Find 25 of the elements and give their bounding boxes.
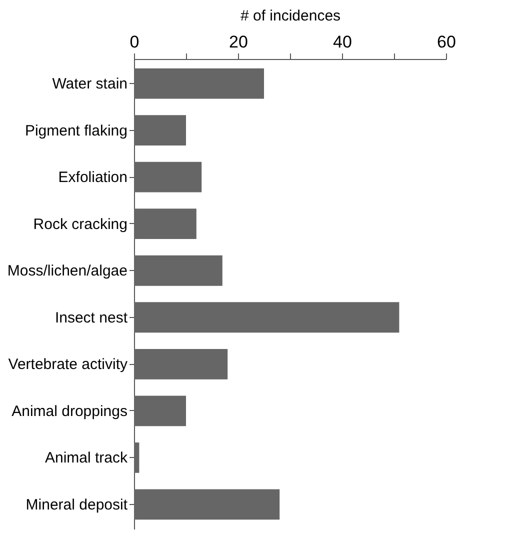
bar — [134, 208, 196, 240]
bar — [134, 302, 400, 333]
x-tick-label: 0 — [130, 32, 140, 52]
bar — [134, 68, 264, 99]
bar — [134, 348, 228, 380]
x-tick-label: 60 — [437, 32, 456, 52]
y-tick-label: Vertebrate activity — [8, 356, 128, 374]
x-tick-label: 20 — [229, 32, 248, 52]
y-tick-label: Animal track — [44, 450, 128, 467]
y-tick-label: Insect nest — [54, 309, 128, 326]
y-tick-label: Exfoliation — [58, 169, 128, 186]
y-tick-label: Animal droppings — [12, 402, 128, 420]
y-tick-label: Pigment flaking — [24, 122, 128, 140]
bar — [134, 396, 186, 426]
bar — [134, 442, 140, 473]
bar — [134, 255, 222, 286]
y-tick-label: Moss/lichen/algae — [7, 262, 128, 280]
bar — [134, 489, 280, 520]
y-tick-label: Rock cracking — [33, 216, 128, 233]
x-tick-label: 40 — [333, 32, 352, 52]
y-tick-label: Mineral deposit — [26, 496, 128, 514]
x-axis-title: # of incidences — [240, 8, 341, 24]
bar — [134, 162, 202, 192]
y-tick-label: Water stain — [52, 76, 128, 93]
bar — [134, 115, 186, 146]
